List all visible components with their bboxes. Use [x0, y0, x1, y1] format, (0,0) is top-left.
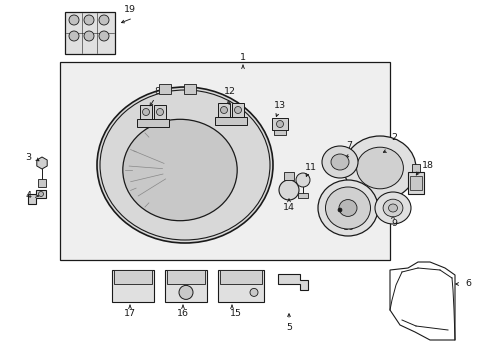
Circle shape [156, 108, 163, 116]
Text: 3: 3 [25, 153, 31, 162]
Circle shape [99, 31, 109, 41]
Polygon shape [28, 190, 46, 204]
Text: 18: 18 [421, 161, 433, 170]
Text: 13: 13 [273, 100, 285, 109]
Ellipse shape [122, 119, 237, 221]
Bar [271, 118, 287, 130]
Text: 15: 15 [229, 310, 242, 319]
Ellipse shape [330, 154, 348, 170]
Bar [407, 172, 423, 194]
Text: 6: 6 [464, 279, 470, 288]
Ellipse shape [325, 187, 370, 229]
Bar [159, 84, 171, 94]
Text: 9: 9 [390, 220, 396, 229]
Ellipse shape [97, 87, 272, 243]
Bar [114, 270, 152, 284]
Bar [164, 270, 206, 302]
Ellipse shape [343, 136, 415, 200]
Text: 12: 12 [224, 86, 236, 95]
Text: 7: 7 [346, 140, 351, 149]
Bar [220, 270, 262, 284]
Bar [273, 130, 285, 135]
Text: 2: 2 [390, 134, 396, 143]
Text: 16: 16 [177, 310, 189, 319]
Text: 17: 17 [124, 310, 136, 319]
Circle shape [39, 192, 43, 197]
Ellipse shape [338, 199, 356, 216]
Circle shape [69, 31, 79, 41]
Circle shape [337, 208, 341, 212]
Circle shape [295, 173, 309, 187]
Circle shape [142, 108, 149, 116]
Ellipse shape [356, 147, 403, 189]
Circle shape [84, 15, 94, 25]
Circle shape [84, 31, 94, 41]
Bar [183, 84, 196, 94]
Ellipse shape [374, 192, 410, 224]
Text: 19: 19 [124, 5, 136, 14]
Text: 8: 8 [154, 87, 160, 96]
Bar [167, 270, 204, 284]
Ellipse shape [321, 146, 357, 178]
Bar [38, 179, 46, 187]
Circle shape [69, 15, 79, 25]
Circle shape [249, 288, 258, 296]
Bar [218, 270, 264, 302]
Text: 5: 5 [285, 324, 291, 333]
Circle shape [220, 107, 227, 113]
Bar [409, 176, 421, 190]
Bar [297, 193, 307, 198]
Bar [218, 103, 229, 117]
Ellipse shape [317, 180, 377, 236]
Polygon shape [37, 157, 47, 169]
Ellipse shape [387, 204, 397, 212]
Text: 1: 1 [240, 54, 245, 63]
Bar [137, 119, 169, 127]
Bar [65, 12, 115, 54]
Bar [60, 62, 389, 260]
Text: 4: 4 [25, 192, 31, 201]
Circle shape [99, 15, 109, 25]
Circle shape [276, 121, 283, 127]
Ellipse shape [382, 199, 402, 217]
Bar [339, 164, 347, 172]
Polygon shape [278, 274, 307, 290]
Bar [112, 270, 154, 302]
Circle shape [179, 285, 193, 300]
Bar [215, 117, 246, 125]
Circle shape [234, 107, 241, 113]
Bar [411, 164, 419, 172]
Bar [284, 172, 293, 180]
Bar [231, 103, 244, 117]
Circle shape [279, 180, 298, 200]
Text: 11: 11 [305, 162, 316, 171]
Text: 14: 14 [283, 203, 294, 212]
Text: 10: 10 [342, 224, 354, 233]
Bar [154, 105, 165, 119]
Bar [140, 105, 152, 119]
